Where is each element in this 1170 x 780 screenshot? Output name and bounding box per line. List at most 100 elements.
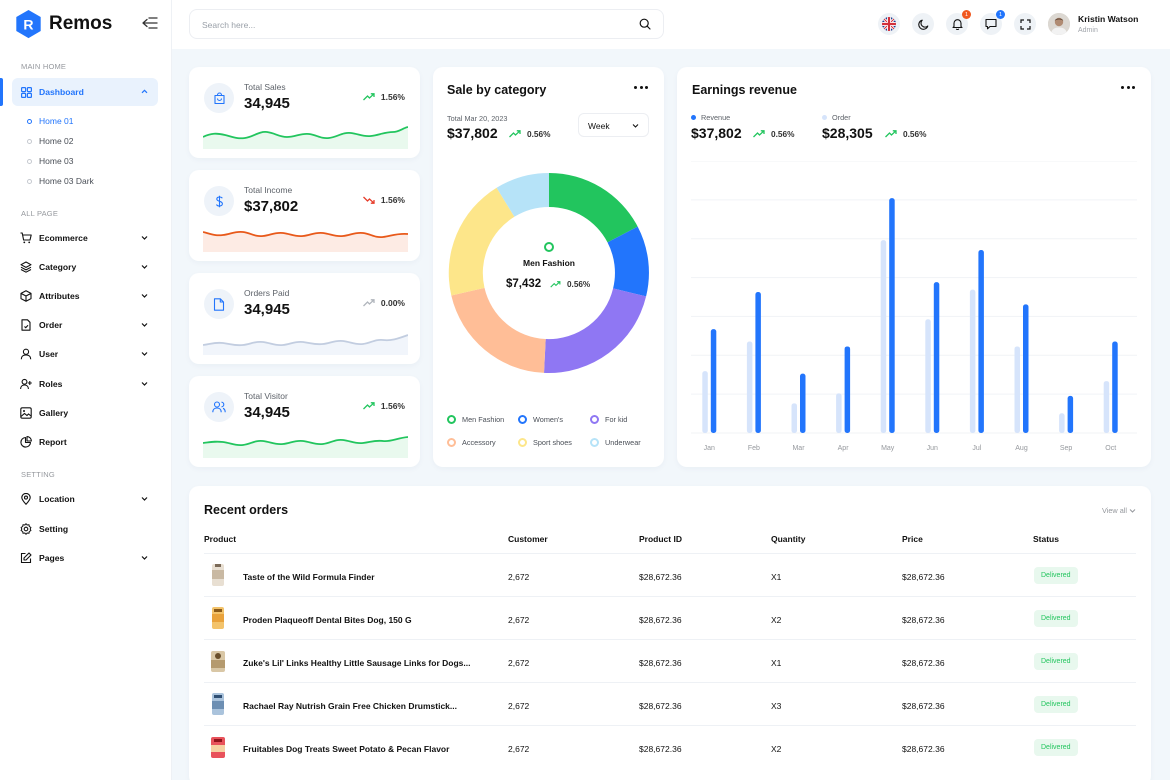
chevron-up-icon	[141, 89, 148, 94]
quantity-cell: X1	[771, 572, 782, 582]
price-cell: $28,672.36	[902, 615, 945, 625]
sidebar-item-dashboard[interactable]: Dashboard	[12, 78, 158, 106]
x-tick-label: Aug	[1015, 445, 1028, 452]
sparkline-total-visitor	[203, 436, 408, 458]
order-value: $28,305	[822, 125, 873, 141]
more-options-icon[interactable]	[1121, 86, 1135, 92]
view-all-link[interactable]: View all	[1102, 506, 1136, 515]
customer-cell: 2,672	[508, 615, 530, 625]
period-select[interactable]: Week	[578, 113, 649, 137]
sidebar-item-user[interactable]: User	[12, 340, 158, 368]
table-row[interactable]: Taste of the Wild Formula Finder 2,672 $…	[204, 553, 1136, 596]
sidebar-item-label: Attributes	[39, 291, 80, 301]
sidebar-item-category[interactable]: Category	[12, 253, 158, 281]
stat-trend: 1.56%	[362, 92, 405, 102]
donut-slice-men-fashion	[549, 172, 638, 243]
price-cell: $28,672.36	[902, 744, 945, 754]
stat-label: Orders Paid	[244, 288, 290, 298]
sidebar-item-label: Gallery	[39, 408, 69, 418]
brand[interactable]: R Remos	[14, 9, 112, 39]
sidebar-sub-home-01[interactable]: Home 01	[27, 116, 74, 126]
bar-revenue-jul	[978, 250, 984, 433]
sidebar-item-roles[interactable]: Roles	[12, 370, 158, 398]
sidebar-sub-home-02[interactable]: Home 02	[27, 136, 74, 146]
table-row[interactable]: Zuke's Lil' Links Healthy Little Sausage…	[204, 639, 1136, 682]
sidebar-item-order[interactable]: Order	[12, 311, 158, 339]
avatar[interactable]	[1048, 13, 1070, 35]
x-tick-label: Sep	[1060, 445, 1073, 452]
status-badge: Delivered	[1034, 610, 1078, 627]
sidebar-item-label: Category	[39, 262, 77, 272]
bar-revenue-may	[889, 198, 895, 433]
messages-button[interactable]: 1	[980, 10, 1005, 35]
col-header-product-id[interactable]: Product ID	[639, 534, 682, 544]
quantity-cell: X1	[771, 658, 782, 668]
search-icon[interactable]	[639, 18, 651, 30]
x-tick-label: Jul	[972, 445, 981, 452]
stat-card-total-income: Total Income $37,802 1.56%	[189, 170, 420, 261]
sparkline-total-income	[203, 230, 408, 252]
product-thumbnail	[211, 651, 225, 672]
sub-item-label: Home 03	[39, 156, 74, 166]
more-options-icon[interactable]	[634, 86, 648, 92]
table-row[interactable]: Fruitables Dog Treats Sweet Potato & Pec…	[204, 725, 1136, 768]
stat-card-total-sales: Total Sales 34,945 1.56%	[189, 67, 420, 158]
earnings-revenue-card: Earnings revenue Revenue $37,802 0.56% O…	[677, 67, 1151, 467]
fullscreen-button[interactable]	[1014, 13, 1036, 35]
product-name: Taste of the Wild Formula Finder	[243, 572, 375, 582]
sidebar-item-ecommerce[interactable]: Ecommerce	[12, 224, 158, 252]
x-tick-label: Oct	[1105, 445, 1116, 452]
section-all-page: ALL PAGE	[21, 209, 59, 218]
legend-womens: Women's	[518, 415, 563, 424]
notifications-button[interactable]: 1	[946, 10, 971, 35]
user-name[interactable]: Kristin Watson	[1078, 14, 1139, 24]
col-header-status[interactable]: Status	[1033, 534, 1059, 544]
theme-toggle-button[interactable]	[912, 13, 934, 35]
col-header-customer[interactable]: Customer	[508, 534, 548, 544]
bullet-icon	[27, 118, 32, 124]
product-id-cell: $28,672.36	[639, 658, 682, 668]
col-header-quantity[interactable]: Quantity	[771, 534, 806, 544]
product-thumbnail	[212, 564, 224, 586]
search-input[interactable]	[202, 16, 622, 34]
sidebar-item-pages[interactable]: Pages	[12, 544, 158, 572]
bar-order-jun	[925, 319, 931, 433]
status-badge: Delivered	[1034, 567, 1078, 584]
sidebar-sub-home-03[interactable]: Home 03	[27, 156, 74, 166]
customer-cell: 2,672	[508, 744, 530, 754]
sale-by-category-card: Sale by category Total Mar 20, 2023 $37,…	[433, 67, 664, 467]
orders-title: Recent orders	[204, 503, 289, 517]
sidebar-item-gallery[interactable]: Gallery	[12, 399, 158, 427]
sidebar-item-report[interactable]: Report	[12, 428, 158, 456]
sidebar-sub-home-03-dark[interactable]: Home 03 Dark	[27, 176, 94, 186]
sidebar-item-location[interactable]: Location	[12, 485, 158, 513]
sidebar: R Remos MAIN HOME Dashboard Home 01 Home…	[0, 0, 172, 780]
chat-icon	[985, 18, 997, 30]
stat-card-orders-paid: Orders Paid 34,945 0.00%	[189, 273, 420, 364]
stat-change: 0.00%	[380, 298, 405, 308]
price-cell: $28,672.36	[902, 658, 945, 668]
donut-center-value: $7,432	[506, 278, 542, 290]
legend-revenue: Revenue	[691, 113, 730, 122]
collapse-menu-icon[interactable]	[142, 16, 158, 30]
language-button[interactable]	[878, 13, 900, 35]
user-plus-icon	[20, 378, 32, 390]
bullet-icon	[27, 158, 32, 164]
legend-underwear: Underwear	[590, 438, 641, 447]
sidebar-item-setting[interactable]: Setting	[12, 515, 158, 543]
col-header-price[interactable]: Price	[902, 534, 923, 544]
layers-icon	[20, 261, 32, 273]
donut-slice-womens	[607, 226, 649, 297]
table-row[interactable]: Rachael Ray Nutrish Grain Free Chicken D…	[204, 682, 1136, 725]
stat-change: 1.56%	[380, 195, 405, 205]
dollar-icon	[204, 186, 234, 216]
chevron-down-icon	[141, 236, 148, 240]
section-main-home: MAIN HOME	[21, 62, 67, 71]
col-header-product[interactable]: Product	[204, 534, 237, 544]
sidebar-item-attributes[interactable]: Attributes	[12, 282, 158, 310]
stat-trend: 1.56%	[362, 401, 405, 411]
image-icon	[20, 407, 32, 419]
chevron-down-icon	[141, 556, 148, 560]
table-row[interactable]: Proden Plaqueoff Dental Bites Dog, 150 G…	[204, 596, 1136, 639]
bar-order-oct	[1103, 381, 1110, 433]
